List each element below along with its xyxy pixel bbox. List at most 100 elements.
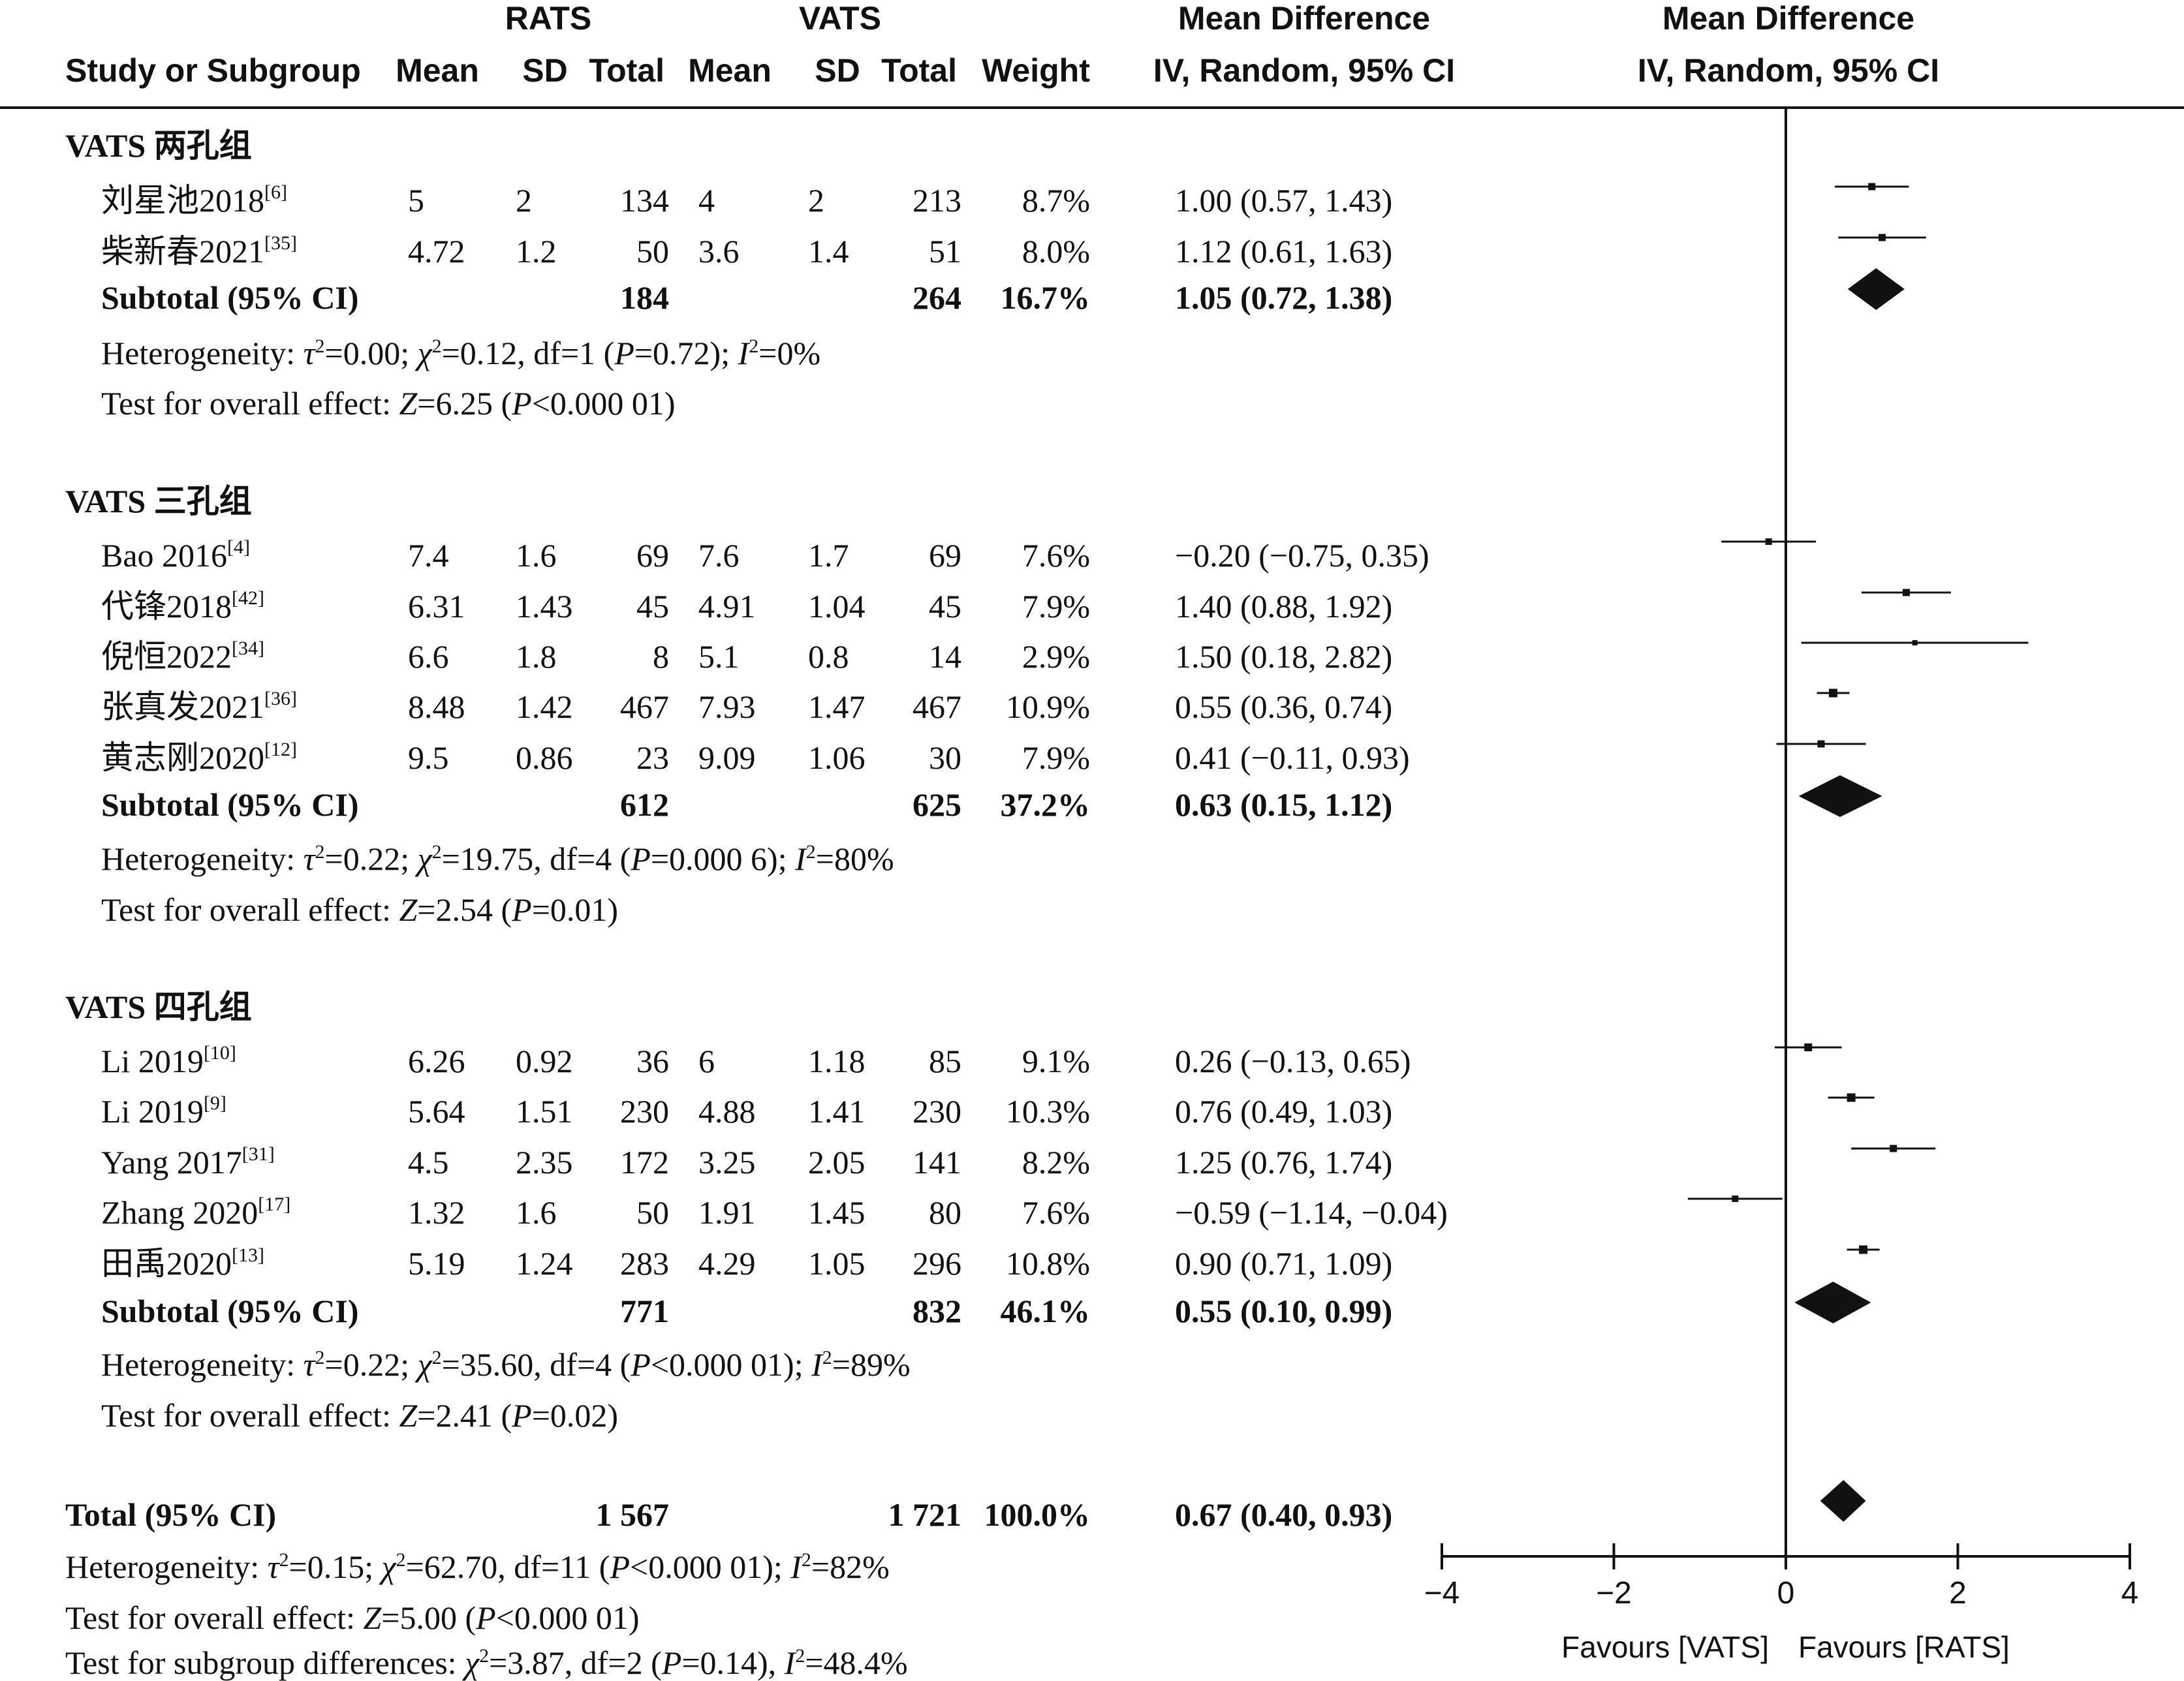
rats-mean: 5.64 xyxy=(408,1093,465,1130)
rats-sd: 1.24 xyxy=(516,1245,573,1282)
study-ref: [9] xyxy=(204,1092,226,1114)
vats-sd: 1.7 xyxy=(808,537,849,574)
study-header: Study or Subgroup xyxy=(65,52,361,89)
study-weight: 2.9% xyxy=(1022,638,1090,675)
vats-sd: 1.06 xyxy=(808,739,866,776)
study-weight: 8.2% xyxy=(1022,1144,1090,1180)
rats-mean: 8.48 xyxy=(408,688,465,725)
study-name: 黄志刚2020[12] xyxy=(101,739,297,776)
subgroup-differences: Test for subgroup differences: χ2=3.87, … xyxy=(65,1644,908,1681)
study-weight: 10.9% xyxy=(1006,688,1090,725)
summary-diamond xyxy=(1798,775,1882,817)
vats-mean: 7.6 xyxy=(698,537,740,574)
superscript: 2 xyxy=(432,841,442,863)
study-name: 倪恒2022[34] xyxy=(101,638,264,675)
z-symbol: Z xyxy=(399,891,418,928)
study-ref: [6] xyxy=(264,181,287,203)
rats-sd: 0.86 xyxy=(516,739,573,776)
vats-mean: 5.1 xyxy=(698,638,740,675)
favours-right-label: Favours [RATS] xyxy=(1798,1630,2010,1664)
x-tick-label: −4 xyxy=(1424,1576,1460,1611)
rats-sd: 1.43 xyxy=(516,588,573,625)
rats-mean: 9.5 xyxy=(408,739,449,776)
subgroup-heterogeneity: Heterogeneity: τ2=0.22; χ2=19.75, df=4 (… xyxy=(101,840,894,877)
study-label: 柴新春2021 xyxy=(101,233,264,270)
sub-p-value: =0.14), xyxy=(681,1644,784,1681)
vats-sd: 1.47 xyxy=(808,688,866,725)
eff-p-value: <0.000 01) xyxy=(532,385,676,422)
p-symbol: P xyxy=(475,1599,496,1636)
rats-total: 23 xyxy=(636,739,669,776)
study-label: Li 2019 xyxy=(101,1043,204,1079)
eff-z-value: =5.00 ( xyxy=(381,1599,476,1636)
vats-mean: 9.09 xyxy=(698,739,756,776)
study-ref: [13] xyxy=(232,1244,264,1266)
subgroup-title: VATS 三孔组 xyxy=(65,483,252,519)
p-symbol: P xyxy=(661,1644,682,1681)
p-symbol: P xyxy=(630,840,651,877)
rats-mean: 4.72 xyxy=(408,233,465,270)
vats-sd: 2.05 xyxy=(808,1144,866,1180)
study-name: Yang 2017[31] xyxy=(101,1143,275,1180)
i-symbol: I xyxy=(738,335,751,371)
study-ref: [4] xyxy=(227,536,250,558)
het-tau-value: =0.22; xyxy=(325,840,418,877)
het-i-value: =0% xyxy=(758,335,820,371)
study-ref: [31] xyxy=(242,1143,275,1165)
p-symbol: P xyxy=(511,1397,532,1434)
sub-i-value: =48.4% xyxy=(805,1644,907,1681)
study-ref: [12] xyxy=(264,739,297,760)
total-ci: 0.67 (0.40, 0.93) xyxy=(1175,1496,1392,1533)
eff-prefix: Test for overall effect: xyxy=(101,385,399,422)
het-p-value: =0.000 6); xyxy=(651,840,795,877)
subgroup-heterogeneity: Heterogeneity: τ2=0.00; χ2=0.12, df=1 (P… xyxy=(101,335,820,371)
vats-mean: 4.88 xyxy=(698,1093,756,1130)
sub-chi-value: =3.87, df=2 ( xyxy=(489,1644,662,1681)
study-name: Bao 2016[4] xyxy=(101,536,250,574)
effect-square xyxy=(1817,740,1825,748)
rats-mean: 6.31 xyxy=(408,588,465,625)
study-name: 柴新春2021[35] xyxy=(101,232,297,270)
summary-diamond xyxy=(1847,268,1905,310)
vats-mean: 4.91 xyxy=(698,588,756,625)
het-chi-value: =35.60, df=4 ( xyxy=(442,1346,631,1383)
vats-total: 467 xyxy=(913,688,961,725)
vats-total: 296 xyxy=(913,1245,961,1282)
rats-total: 45 xyxy=(636,588,669,625)
effect-square xyxy=(1732,1195,1739,1202)
effect-square xyxy=(1828,688,1837,698)
mean1-header: Mean xyxy=(396,52,479,89)
x-tick-label: 4 xyxy=(2121,1576,2139,1611)
vats-mean: 3.6 xyxy=(698,233,740,270)
study-ci: 1.50 (0.18, 2.82) xyxy=(1175,638,1392,675)
subtotal-weight: 37.2% xyxy=(1001,786,1091,823)
het-tau-value: =0.00; xyxy=(325,335,418,371)
het-tau-value: =0.22; xyxy=(325,1346,418,1383)
study-weight: 8.0% xyxy=(1022,233,1090,270)
study-weight: 7.6% xyxy=(1022,1194,1090,1231)
subtotal-label: Subtotal (95% CI) xyxy=(101,1293,358,1329)
rats-mean: 6.26 xyxy=(408,1043,465,1079)
study-name: 张真发2021[36] xyxy=(101,688,297,725)
superscript: 2 xyxy=(315,841,325,863)
vats-mean: 4.29 xyxy=(698,1245,756,1282)
md-header-title: Mean Difference xyxy=(1178,0,1430,37)
total-weight: 100.0% xyxy=(984,1496,1091,1533)
study-weight: 10.8% xyxy=(1006,1245,1090,1282)
study-ref: [17] xyxy=(258,1194,290,1215)
rats-mean: 1.32 xyxy=(408,1194,465,1231)
het-p-value: =0.72); xyxy=(634,335,738,371)
rats-total: 172 xyxy=(620,1144,669,1180)
subtotal-rats-total: 612 xyxy=(620,786,669,823)
study-ref: [10] xyxy=(204,1042,236,1064)
superscript: 2 xyxy=(396,1549,406,1571)
subgroup-title: VATS 两孔组 xyxy=(65,127,252,164)
chi-symbol: χ xyxy=(379,1549,398,1585)
het-i-value: =89% xyxy=(832,1346,911,1383)
sd2-header: SD xyxy=(815,52,860,89)
study-weight: 7.6% xyxy=(1022,537,1090,574)
vats-total: 85 xyxy=(929,1043,961,1079)
subtotal-weight: 16.7% xyxy=(1001,279,1091,316)
vats-sd: 1.04 xyxy=(808,588,866,625)
